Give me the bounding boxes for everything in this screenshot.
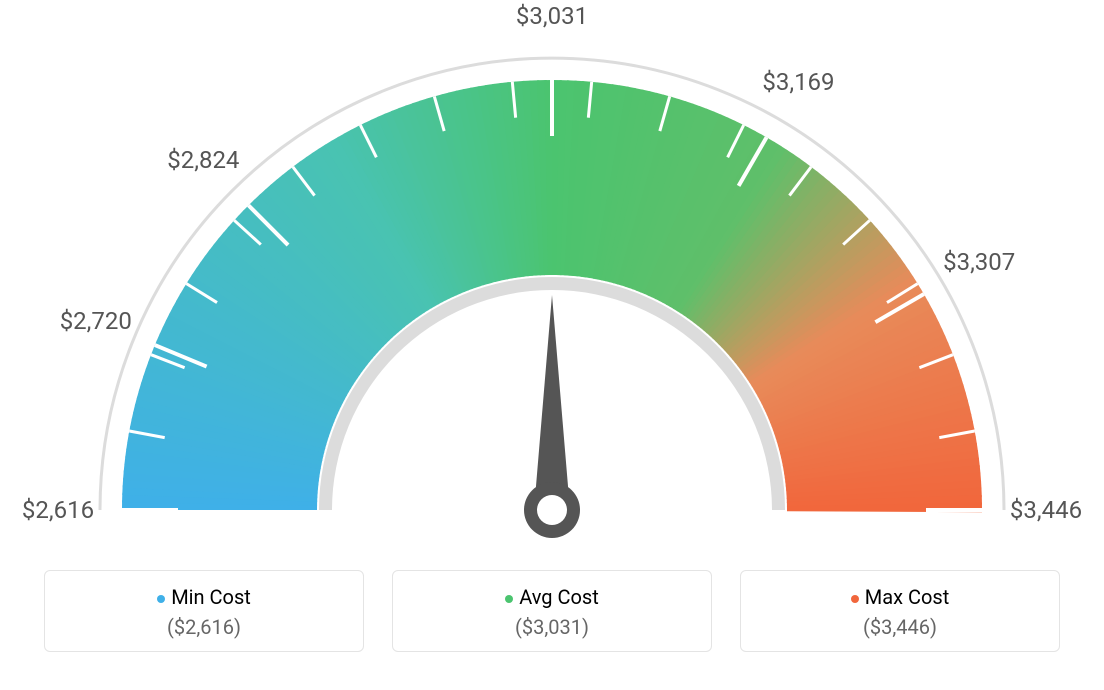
legend-card-avg: Avg Cost ($3,031) bbox=[392, 570, 712, 652]
legend-dot-avg bbox=[505, 595, 513, 603]
legend-dot-max bbox=[851, 595, 859, 603]
gauge-tick-label: $2,824 bbox=[167, 146, 239, 174]
gauge-svg bbox=[0, 0, 1104, 560]
gauge-tick-label: $3,446 bbox=[1010, 496, 1082, 524]
legend-row: Min Cost ($2,616) Avg Cost ($3,031) Max … bbox=[0, 570, 1104, 652]
legend-title-max-text: Max Cost bbox=[865, 585, 950, 609]
legend-card-min: Min Cost ($2,616) bbox=[44, 570, 364, 652]
legend-value-avg: ($3,031) bbox=[403, 615, 701, 639]
gauge-tick-label: $2,616 bbox=[22, 496, 94, 524]
legend-title-max: Max Cost bbox=[751, 585, 1049, 609]
legend-title-min: Min Cost bbox=[55, 585, 353, 609]
legend-card-max: Max Cost ($3,446) bbox=[740, 570, 1060, 652]
gauge-tick-label: $3,307 bbox=[943, 248, 1015, 276]
legend-dot-min bbox=[157, 595, 165, 603]
legend-title-avg: Avg Cost bbox=[403, 585, 701, 609]
legend-title-min-text: Min Cost bbox=[171, 585, 251, 609]
gauge-tick-label: $3,169 bbox=[762, 68, 834, 96]
legend-title-avg-text: Avg Cost bbox=[519, 585, 599, 609]
legend-value-min: ($2,616) bbox=[55, 615, 353, 639]
legend-value-max: ($3,446) bbox=[751, 615, 1049, 639]
cost-gauge-chart: $2,616 $2,720 $2,824 $3,031 $3,169 $3,307 $3,4… bbox=[0, 0, 1104, 560]
gauge-tick-label: $3,031 bbox=[516, 2, 588, 30]
gauge-tick-label: $2,720 bbox=[60, 307, 132, 335]
